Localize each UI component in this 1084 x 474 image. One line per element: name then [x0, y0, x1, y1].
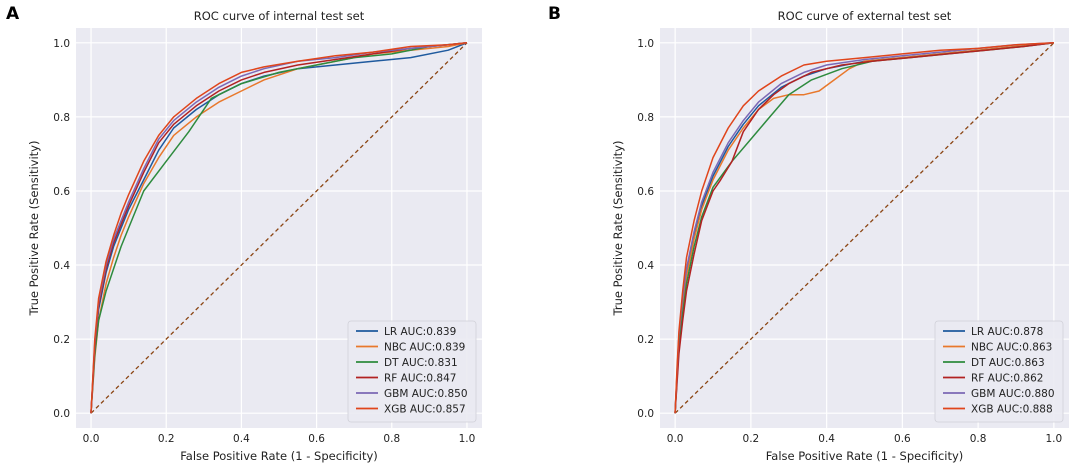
y-tick-label: 0.4 — [637, 260, 654, 272]
x-axis-label: False Positive Rate (1 - Specificity) — [180, 449, 378, 463]
legend-entry: DT AUC:0.831 — [384, 357, 458, 369]
x-axis-label: False Positive Rate (1 - Specificity) — [766, 449, 964, 463]
roc-series-line — [90, 42, 468, 414]
y-tick-label: 0.0 — [53, 408, 70, 420]
legend-entry: LR AUC:0.878 — [971, 326, 1043, 338]
legend-entry: RF AUC:0.847 — [384, 373, 456, 385]
y-tick-label: 0.6 — [637, 186, 654, 198]
roc-chart-external: 0.0 0.2 0.4 0.6 0.8 1.0 0.0 0.2 0.4 0.6 0.8 1.0 ROC … — [611, 9, 1069, 463]
y-tick-label: 0.4 — [53, 260, 70, 272]
y-axis-label: True Positive Rate (Sensitivity) — [27, 141, 41, 317]
roc-series-line — [674, 42, 1054, 414]
roc-chart-internal: 0.0 0.2 0.4 0.6 0.8 1.0 0.0 0.2 0.4 0.6 0.8 1.0 ROC … — [27, 9, 482, 463]
panel-a: A 0.0 0.2 0.4 0.6 0.8 1.0 0.0 0.2 0.4 0.6 0.8 1.0 RO… — [6, 4, 482, 463]
x-tick-label: 1.0 — [459, 433, 476, 445]
chart-title: ROC curve of internal test set — [194, 9, 365, 23]
legend-entry: RF AUC:0.862 — [971, 373, 1043, 385]
chart-title: ROC curve of external test set — [778, 9, 952, 23]
x-tick-label: 0.2 — [743, 433, 760, 445]
y-tick-label: 1.0 — [637, 38, 654, 50]
y-tick-label: 0.2 — [53, 334, 70, 346]
y-tick-label: 0.0 — [637, 408, 654, 420]
panel-letter: B — [548, 4, 561, 24]
x-tick-label: 0.0 — [667, 433, 684, 445]
legend-entry: DT AUC:0.863 — [971, 357, 1045, 369]
x-tick-label: 1.0 — [1046, 433, 1063, 445]
diagonal-reference-line — [90, 42, 468, 414]
legend-entry: XGB AUC:0.857 — [384, 404, 466, 416]
x-tick-label: 0.0 — [83, 433, 100, 445]
roc-series-line — [90, 42, 468, 414]
x-tick-label: 0.6 — [894, 433, 911, 445]
y-tick-label: 1.0 — [53, 38, 70, 50]
panel-letter: A — [6, 4, 20, 24]
legend-box — [347, 320, 477, 423]
x-tick-label: 0.4 — [233, 433, 250, 445]
legend-entry: GBM AUC:0.880 — [971, 388, 1055, 400]
legend-entry: NBC AUC:0.863 — [971, 342, 1052, 354]
diagonal-reference-line — [674, 42, 1055, 414]
x-tick-label: 0.6 — [308, 433, 325, 445]
roc-series-line — [90, 42, 468, 414]
roc-series-line — [674, 42, 1054, 414]
y-axis-label: True Positive Rate (Sensitivity) — [611, 141, 625, 317]
x-tick-label: 0.4 — [818, 433, 835, 445]
x-tick-label: 0.8 — [970, 433, 987, 445]
legend-box — [934, 320, 1064, 423]
legend-entry: LR AUC:0.839 — [384, 326, 456, 338]
y-tick-label: 0.8 — [637, 112, 654, 124]
panel-b: B 0.0 0.2 0.4 0.6 0.8 1.0 0.0 0.2 0.4 0.6 0.8 1.0 RO… — [542, 0, 1084, 474]
y-tick-label: 0.8 — [53, 112, 70, 124]
roc-series-line — [674, 42, 1054, 414]
x-tick-label: 0.2 — [158, 433, 175, 445]
y-tick-label: 0.6 — [53, 186, 70, 198]
legend-entry: XGB AUC:0.888 — [971, 404, 1053, 416]
y-tick-label: 0.2 — [637, 334, 654, 346]
x-tick-label: 0.8 — [383, 433, 400, 445]
roc-series-line — [90, 42, 468, 414]
legend-entry: NBC AUC:0.839 — [384, 342, 465, 354]
legend-entry: GBM AUC:0.850 — [384, 388, 468, 400]
